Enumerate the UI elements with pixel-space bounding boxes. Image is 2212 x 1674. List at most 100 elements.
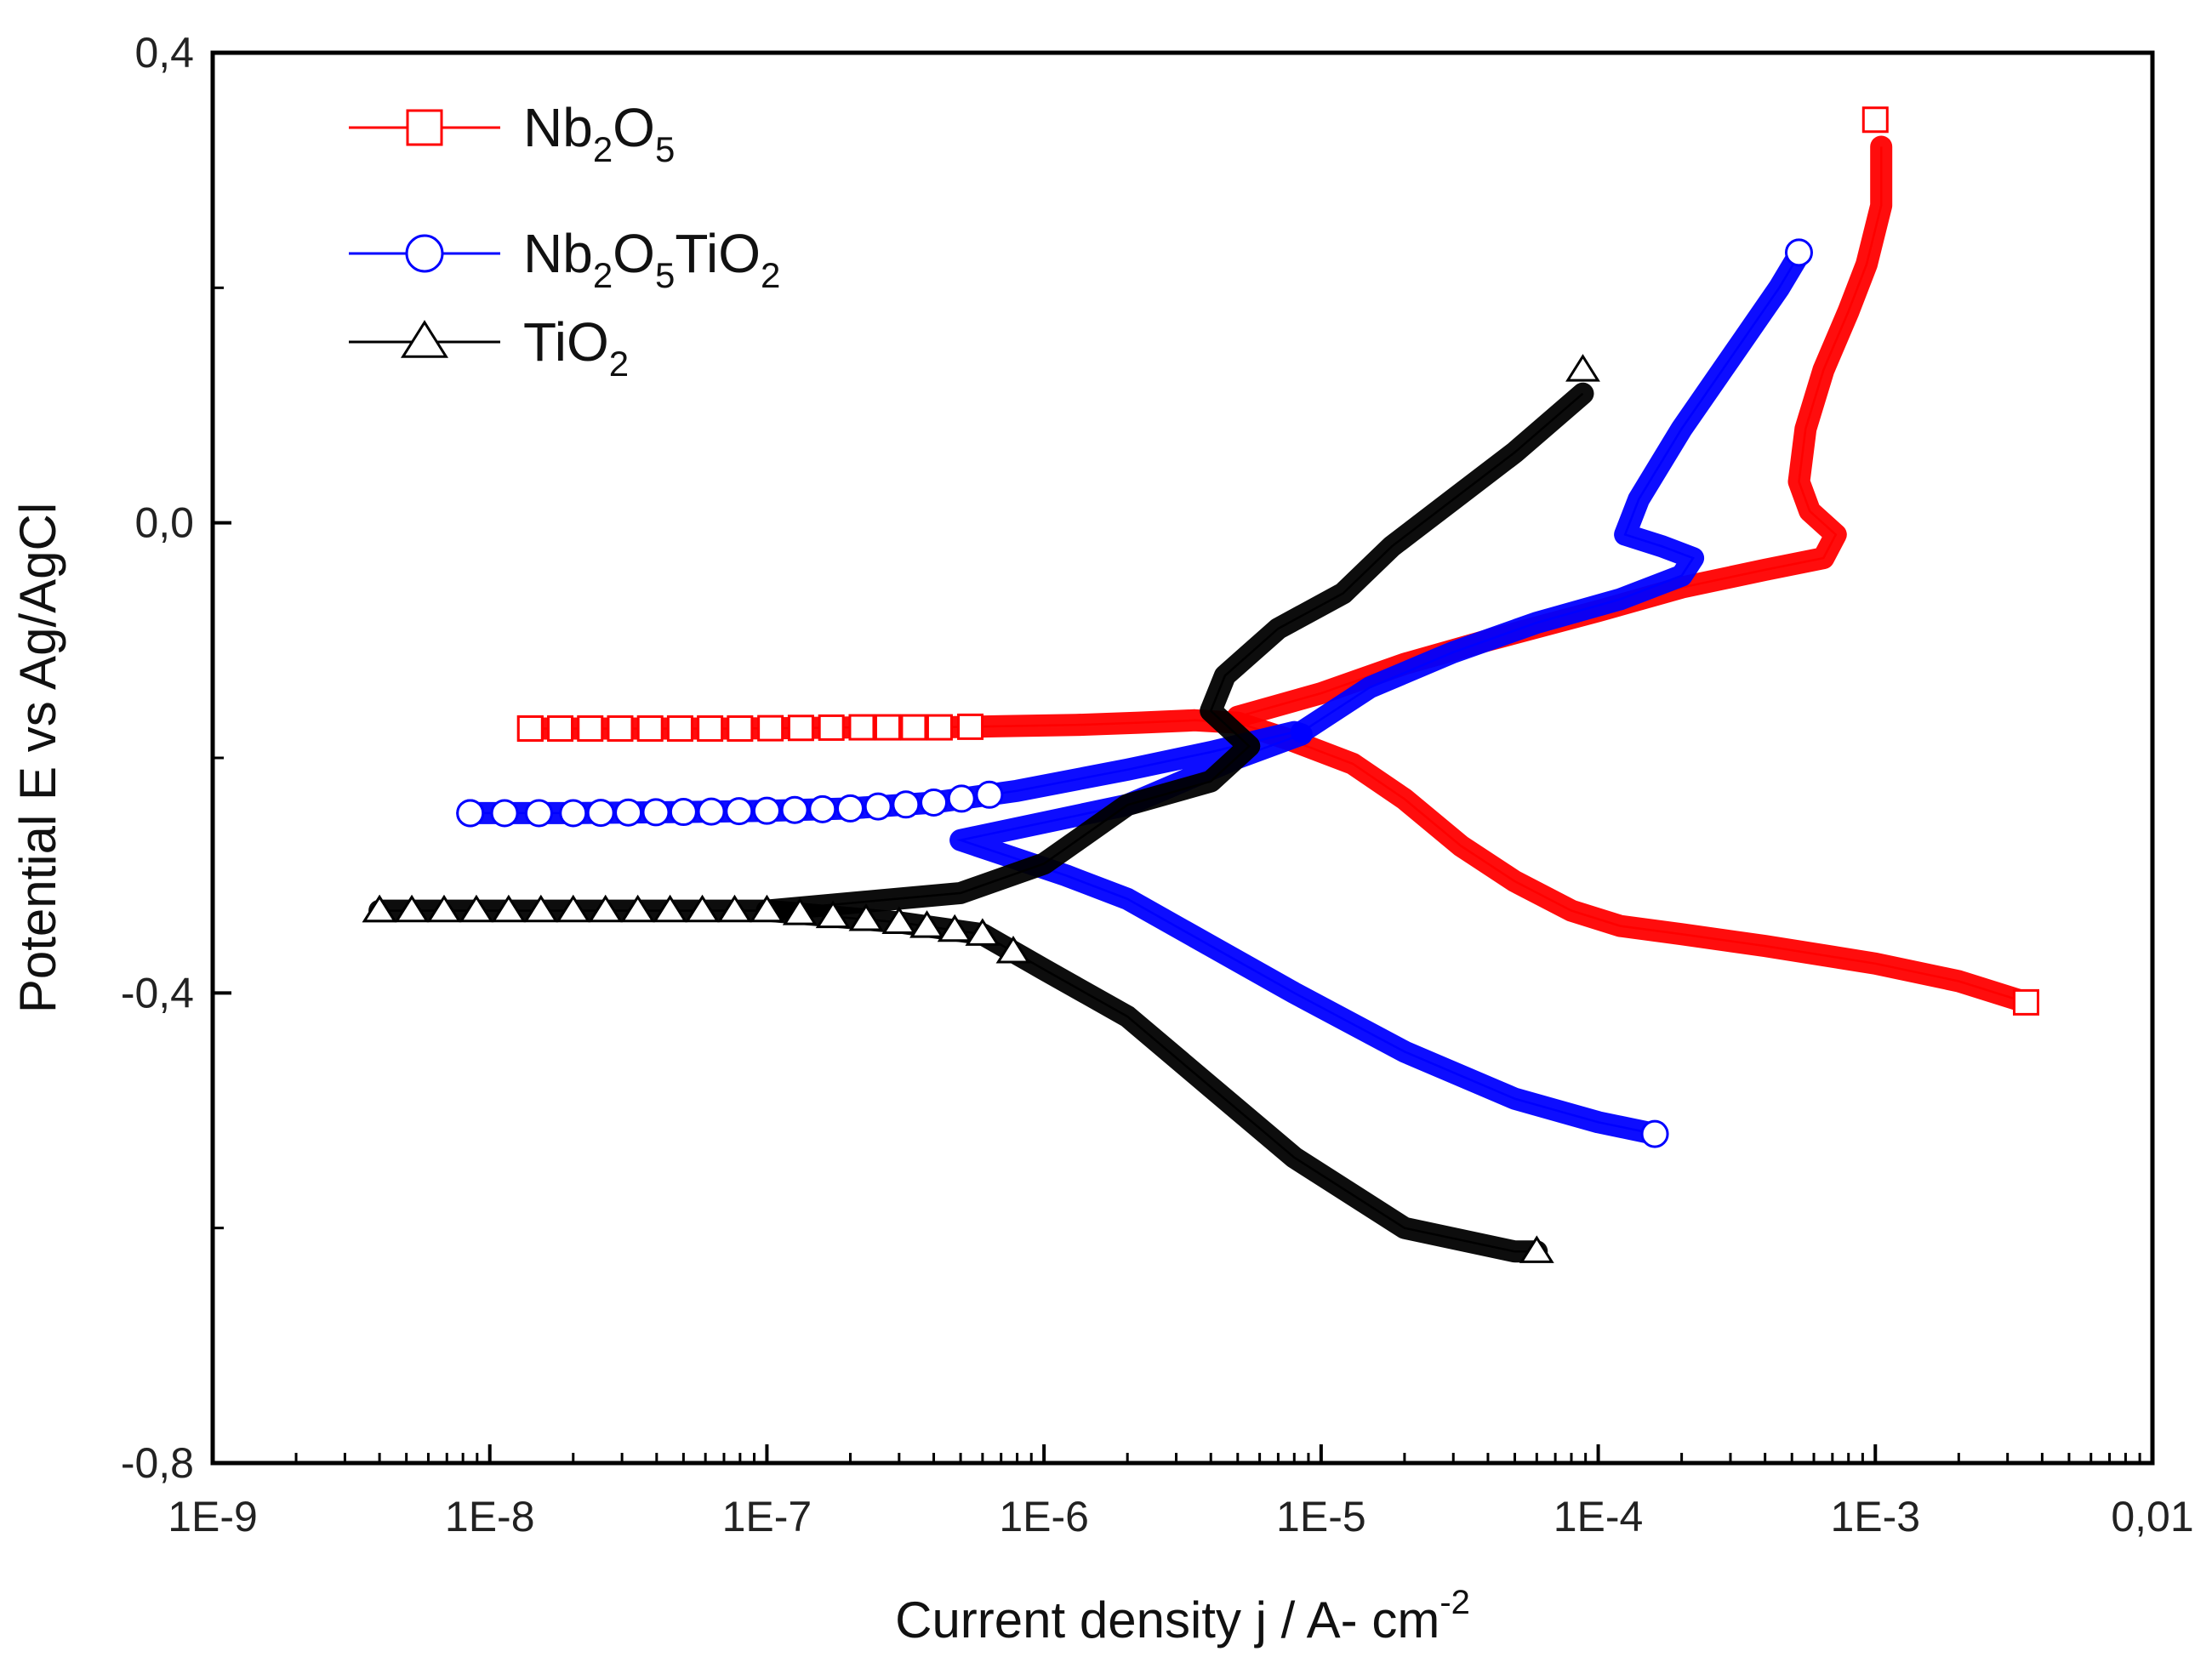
series-point (636, 715, 664, 742)
series-point (874, 714, 901, 741)
x-tick-label: 1E-4 (1554, 1493, 1644, 1540)
series-point (818, 714, 845, 741)
series-point (835, 794, 864, 823)
legend-label-subscript: 2 (593, 129, 613, 169)
legend-label-subscript: 5 (655, 255, 675, 295)
legend-item-tio2: TiO2 (349, 311, 629, 384)
series-end-point (516, 715, 544, 742)
legend-label: TiO2 (523, 311, 629, 384)
series-point (523, 894, 559, 923)
series-end-point (456, 799, 485, 828)
series-point (892, 790, 921, 819)
series-point (780, 795, 809, 824)
series-point (697, 797, 726, 826)
x-tick-label: 1E-6 (999, 1493, 1089, 1540)
series-point (556, 894, 591, 923)
series-end-point (1519, 1235, 1554, 1263)
legend-label: Nb2O5TiO2 (523, 223, 780, 295)
series-point (848, 903, 884, 931)
series-point (750, 894, 784, 923)
x-tick-label: 1E-8 (445, 1493, 535, 1540)
legend-label-text: TiO (523, 311, 609, 373)
series-point (620, 894, 656, 923)
series-point (459, 894, 494, 923)
series-layer (362, 106, 2039, 1263)
y-axis-title: Potential E vs Ag/AgCl (9, 503, 66, 1013)
series-point (717, 894, 752, 923)
series-point (757, 715, 784, 742)
series-point (995, 936, 1031, 964)
y-tick-label: -0,4 (121, 969, 194, 1016)
x-tick-label: 1E-5 (1276, 1493, 1366, 1540)
series-point (920, 789, 949, 817)
legend-label-text: Nb (523, 97, 593, 158)
legend-label-subscript: 2 (761, 255, 780, 295)
series-point (524, 799, 553, 828)
legend-label-text: Nb (523, 223, 593, 284)
legend-item-nb2o5: Nb2O5 (349, 97, 675, 169)
series-end-point (1861, 106, 1889, 134)
axis-ticks (211, 51, 2154, 1465)
x-tick-label: 1E-9 (168, 1493, 258, 1540)
x-axis-title: Current density j / A- cm-2 (895, 1584, 1470, 1648)
legend-label-subscript: 2 (593, 255, 613, 295)
series-point (947, 784, 976, 813)
x-tick-label: 1E-3 (1830, 1493, 1920, 1540)
series-point (957, 713, 984, 740)
legend-item-nb2o5tio2: Nb2O5TiO2 (349, 223, 780, 295)
series-point (787, 715, 814, 742)
series-tio2 (362, 354, 1600, 1263)
y-tick-label: -0,8 (121, 1439, 194, 1487)
series-point (426, 894, 462, 923)
legend-label-subscript: 5 (655, 129, 675, 169)
series-point (666, 715, 693, 742)
series-point (815, 900, 851, 929)
x-tick-label: 1E-7 (722, 1493, 812, 1540)
series-point (937, 914, 972, 942)
series-point (394, 894, 430, 923)
x-axis-title-text: Current density j / A- cm (895, 1591, 1440, 1648)
legend-label-text: TiO (675, 223, 761, 284)
legend-label-subscript: 2 (609, 344, 629, 384)
series-point (926, 714, 953, 741)
series-point (685, 894, 720, 923)
y-tick-label: 0,0 (134, 499, 194, 547)
series-point (975, 780, 1004, 809)
legend-label-text: O (613, 223, 655, 284)
series-point (607, 715, 634, 742)
series-point (725, 797, 754, 826)
series-point (669, 798, 698, 827)
series-point (491, 894, 527, 923)
series-point (588, 894, 624, 923)
series-end-point (1565, 354, 1600, 382)
series-point (653, 894, 688, 923)
legend-marker (406, 109, 443, 146)
series-point (559, 799, 588, 828)
series-point (782, 897, 818, 925)
series-end-point (362, 894, 397, 923)
series-end-point (1784, 238, 1813, 267)
series-line-anodic (767, 392, 1584, 912)
series-point (641, 798, 670, 827)
series-nb2o5tio2 (456, 238, 1813, 1148)
x-axis-title-exponent: -2 (1440, 1584, 1470, 1621)
series-point (727, 715, 754, 742)
legend-marker (405, 234, 444, 273)
series-point (547, 715, 574, 742)
series-point (490, 799, 519, 828)
series-end-point (1640, 1119, 1669, 1148)
legend-marker (400, 320, 449, 358)
series-end-point (2012, 988, 2039, 1016)
y-tick-label: 0,4 (134, 29, 194, 77)
axis-tick-labels: 1E-9 1E-8 1E-7 1E-6 1E-5 1E-4 1E-3 0,01 0,4 0,0 -0… (121, 29, 2194, 1540)
series-point (697, 715, 724, 742)
series-point (586, 799, 615, 828)
legend-label-text: O (613, 97, 655, 158)
series-point (881, 906, 917, 935)
series-point (864, 792, 892, 821)
series-point (848, 714, 875, 741)
series-point (577, 715, 604, 742)
series-line-anodic (1301, 253, 1800, 733)
